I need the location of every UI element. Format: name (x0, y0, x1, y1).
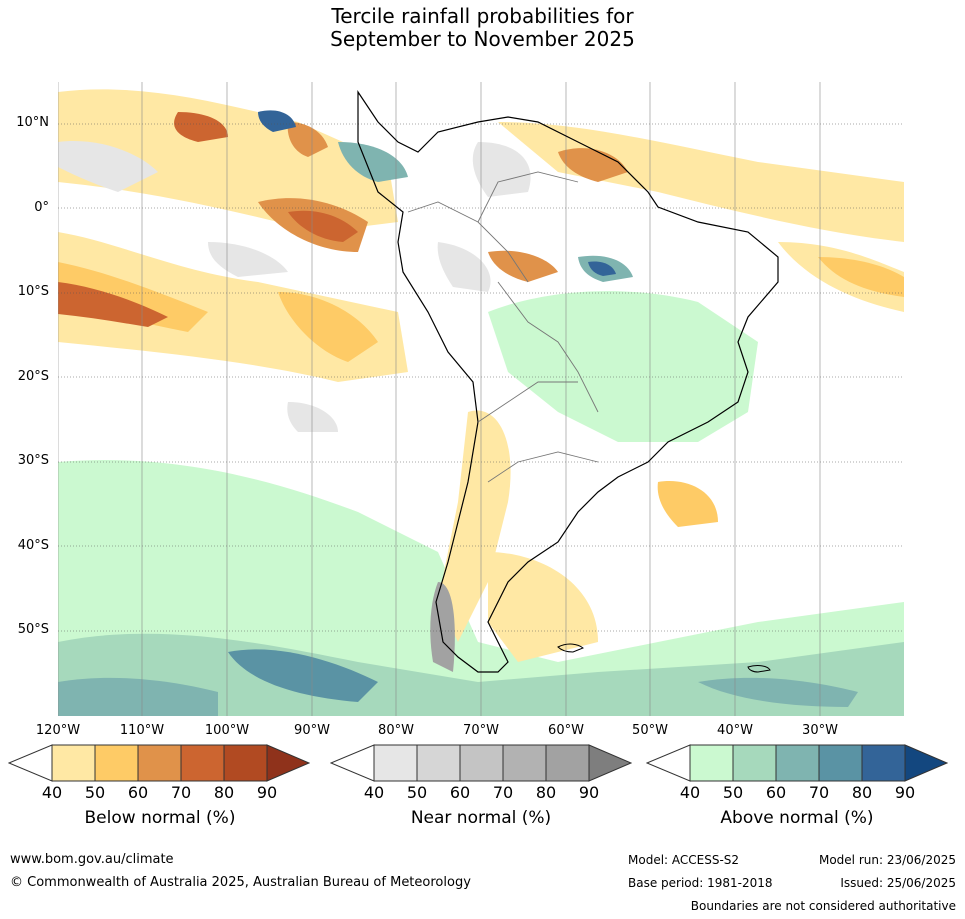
cb-below-tick-70: 70 (170, 783, 192, 802)
title-line-1: Tercile rainfall probabilities for (331, 4, 634, 28)
lon-label-100w: 100°W (204, 723, 250, 738)
cb-near-tick-60: 60 (449, 783, 471, 802)
cb-near-tick-50: 50 (406, 783, 428, 802)
cb-below-tick-90: 90 (256, 783, 278, 802)
title-line-2: September to November 2025 (330, 27, 635, 51)
cb1-seg-0 (330, 744, 375, 782)
cb2-seg-0 (646, 744, 691, 782)
lat-label-40s: 40°S (17, 538, 49, 553)
cb-near-tick-40: 40 (363, 783, 385, 802)
lon-label-90w: 90°W (294, 723, 330, 738)
cb1-seg-2 (416, 744, 461, 782)
cb0-seg-1 (51, 744, 96, 782)
cb1-seg-1 (373, 744, 418, 782)
south-america-coastline (357, 90, 779, 673)
footer-issued: Issued: 25/06/2025 (840, 876, 956, 890)
lon-label-30w: 30°W (802, 723, 838, 738)
cb0-seg-2 (94, 744, 139, 782)
footer-website: www.bom.gov.au/climate (10, 852, 174, 867)
cb1-seg-4 (502, 744, 547, 782)
lon-label-60w: 60°W (548, 723, 584, 738)
lon-label-120w: 120°W (35, 723, 81, 738)
lat-label-0: 0° (34, 200, 49, 215)
lat-label-20s: 20°S (17, 369, 49, 384)
cb-near-tick-80: 80 (535, 783, 557, 802)
cb0-seg-0 (8, 744, 53, 782)
cb-above-tick-90: 90 (894, 783, 916, 802)
cb2-seg-2 (732, 744, 777, 782)
cb0-seg-5 (223, 744, 268, 782)
cb-below-tick-80: 80 (213, 783, 235, 802)
lon-label-80w: 80°W (378, 723, 414, 738)
footer-base-period: Base period: 1981-2018 (628, 876, 773, 890)
cb-above-tick-40: 40 (679, 783, 701, 802)
cb-above-tick-50: 50 (722, 783, 744, 802)
footer-model-run: Model run: 23/06/2025 (818, 853, 956, 867)
colorbar-near-normal (330, 744, 632, 782)
lon-label-110w: 110°W (119, 723, 165, 738)
cb-above-title: Above normal (%) (720, 808, 874, 828)
colorbar-below-normal (8, 744, 310, 782)
cb2-seg-4 (818, 744, 863, 782)
cb-below-tick-40: 40 (41, 783, 63, 802)
cb-below-tick-50: 50 (84, 783, 106, 802)
cb2-seg-6 (904, 744, 948, 782)
footer-model: Model: ACCESS-S2 (628, 853, 740, 867)
cb-near-tick-70: 70 (492, 783, 514, 802)
cb-above-tick-60: 60 (765, 783, 787, 802)
footer-copyright: © Commonwealth of Australia 2025, Austra… (10, 875, 471, 890)
cb2-seg-3 (775, 744, 820, 782)
cb-near-title: Near normal (%) (410, 808, 552, 828)
lat-label-30s: 30°S (17, 453, 49, 468)
lon-label-50w: 50°W (632, 723, 668, 738)
cb0-seg-3 (137, 744, 182, 782)
cb0-seg-4 (180, 744, 225, 782)
lat-label-10n: 10°N (16, 115, 49, 130)
cb-above-tick-70: 70 (808, 783, 830, 802)
cb1-seg-5 (545, 744, 590, 782)
cb-below-tick-60: 60 (127, 783, 149, 802)
footer-disclaimer: Boundaries are not considered authoritat… (690, 899, 956, 913)
cb-above-tick-80: 80 (851, 783, 873, 802)
colorbar-above-normal (646, 744, 948, 782)
cb1-seg-6 (588, 744, 632, 782)
lon-label-40w: 40°W (717, 723, 753, 738)
cb0-seg-6 (266, 744, 310, 782)
lat-label-50s: 50°S (17, 622, 49, 637)
cb-below-title: Below normal (%) (84, 808, 236, 828)
cb2-seg-1 (689, 744, 734, 782)
cb1-seg-3 (459, 744, 504, 782)
rainfall-probability-map (58, 82, 904, 716)
lat-label-10s: 10°S (17, 284, 49, 299)
cb2-seg-5 (861, 744, 906, 782)
cb-near-tick-90: 90 (578, 783, 600, 802)
lon-label-70w: 70°W (463, 723, 499, 738)
